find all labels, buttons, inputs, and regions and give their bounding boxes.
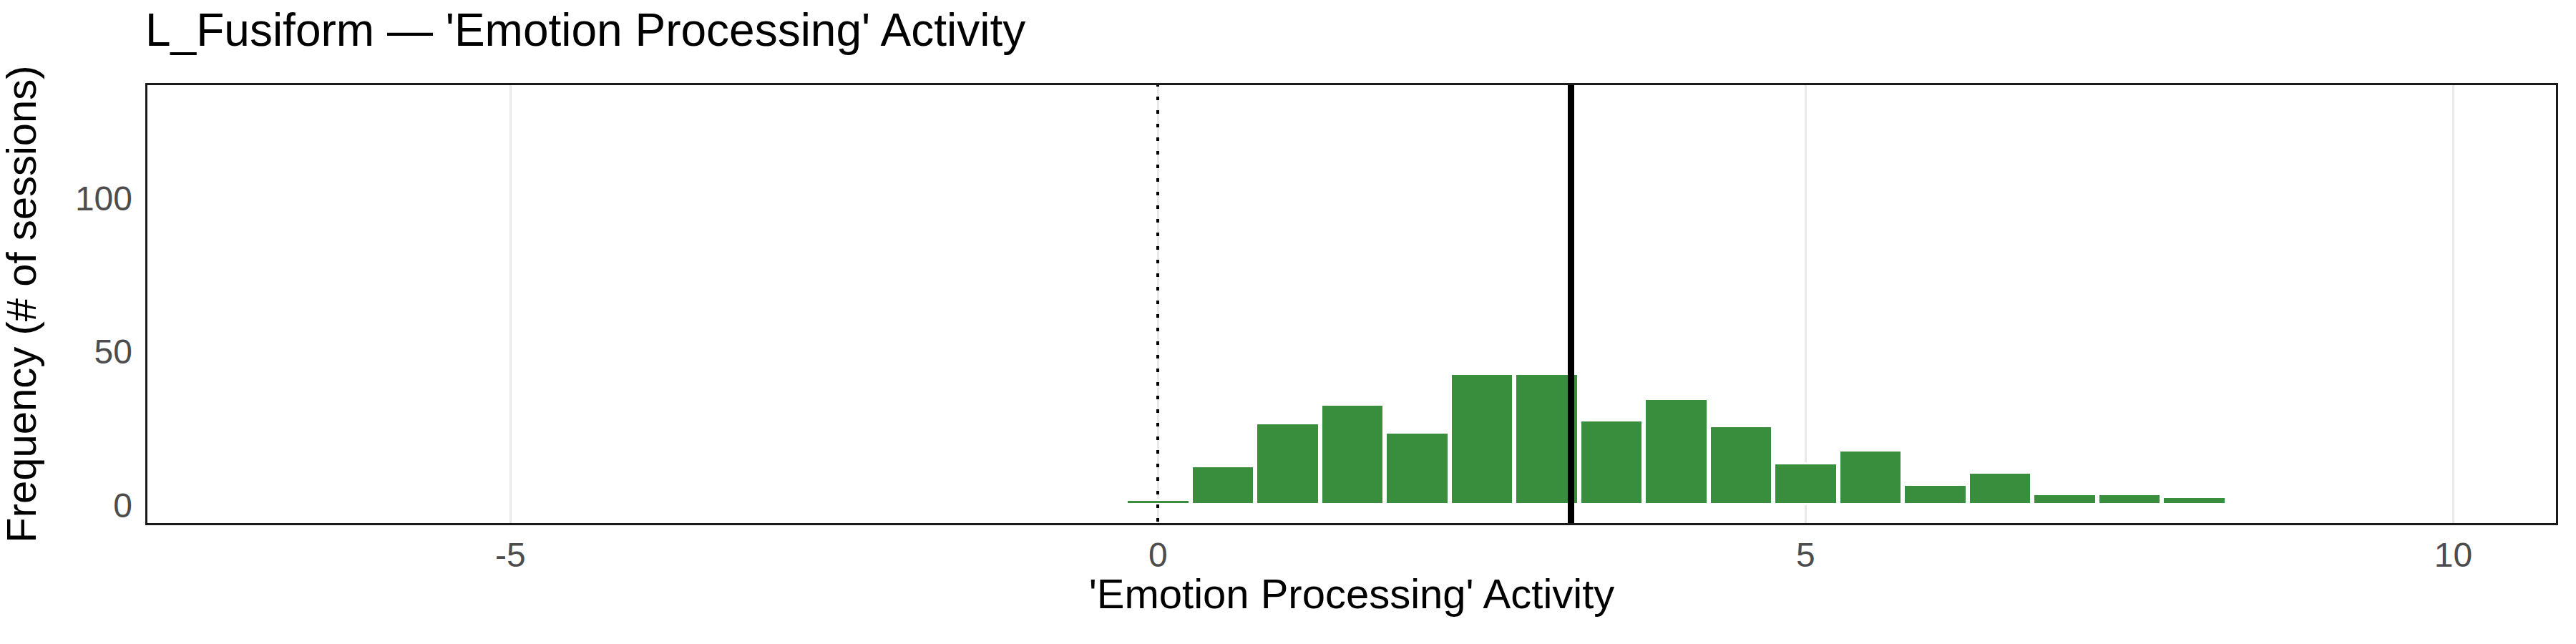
x-tick-label: 0 (1148, 535, 1168, 575)
histogram-bar (1773, 462, 1838, 505)
x-tick-label: 10 (2434, 535, 2472, 575)
y-tick-label: 0 (18, 485, 132, 525)
histogram-bar (2032, 493, 2097, 505)
mean-line (1568, 83, 1574, 525)
y-axis-title: Frequency (# of sessions) (0, 0, 54, 626)
plot-title: L_Fusiform — 'Emotion Processing' Activi… (145, 4, 1025, 57)
gridline-x-10 (2452, 83, 2454, 525)
histogram-bar (1450, 373, 1514, 504)
histogram-bar (1385, 431, 1449, 505)
histogram-bar (2097, 493, 2162, 505)
histogram-bar (1709, 425, 1773, 505)
y-tick-label: 50 (18, 332, 132, 371)
zero-line (1156, 83, 1159, 525)
gridline-x--5 (509, 83, 512, 525)
x-tick-label: -5 (495, 535, 526, 575)
histogram-bar (1903, 484, 1967, 505)
histogram-bar (1255, 422, 1319, 505)
histogram-bar (1644, 398, 1708, 505)
histogram-bar (1320, 404, 1385, 505)
gridline-x-5 (1805, 83, 1807, 525)
x-tick-label: 5 (1796, 535, 1815, 575)
histogram-bar (1579, 419, 1644, 505)
histogram-figure: L_Fusiform — 'Emotion Processing' Activi… (0, 0, 2576, 644)
x-axis-title: 'Emotion Processing' Activity (145, 570, 2558, 618)
histogram-bar (1191, 465, 1255, 505)
histogram-bar (1838, 449, 1903, 504)
histogram-bar (2162, 496, 2226, 505)
histogram-bar (1968, 472, 2032, 505)
y-tick-label: 100 (18, 178, 132, 218)
